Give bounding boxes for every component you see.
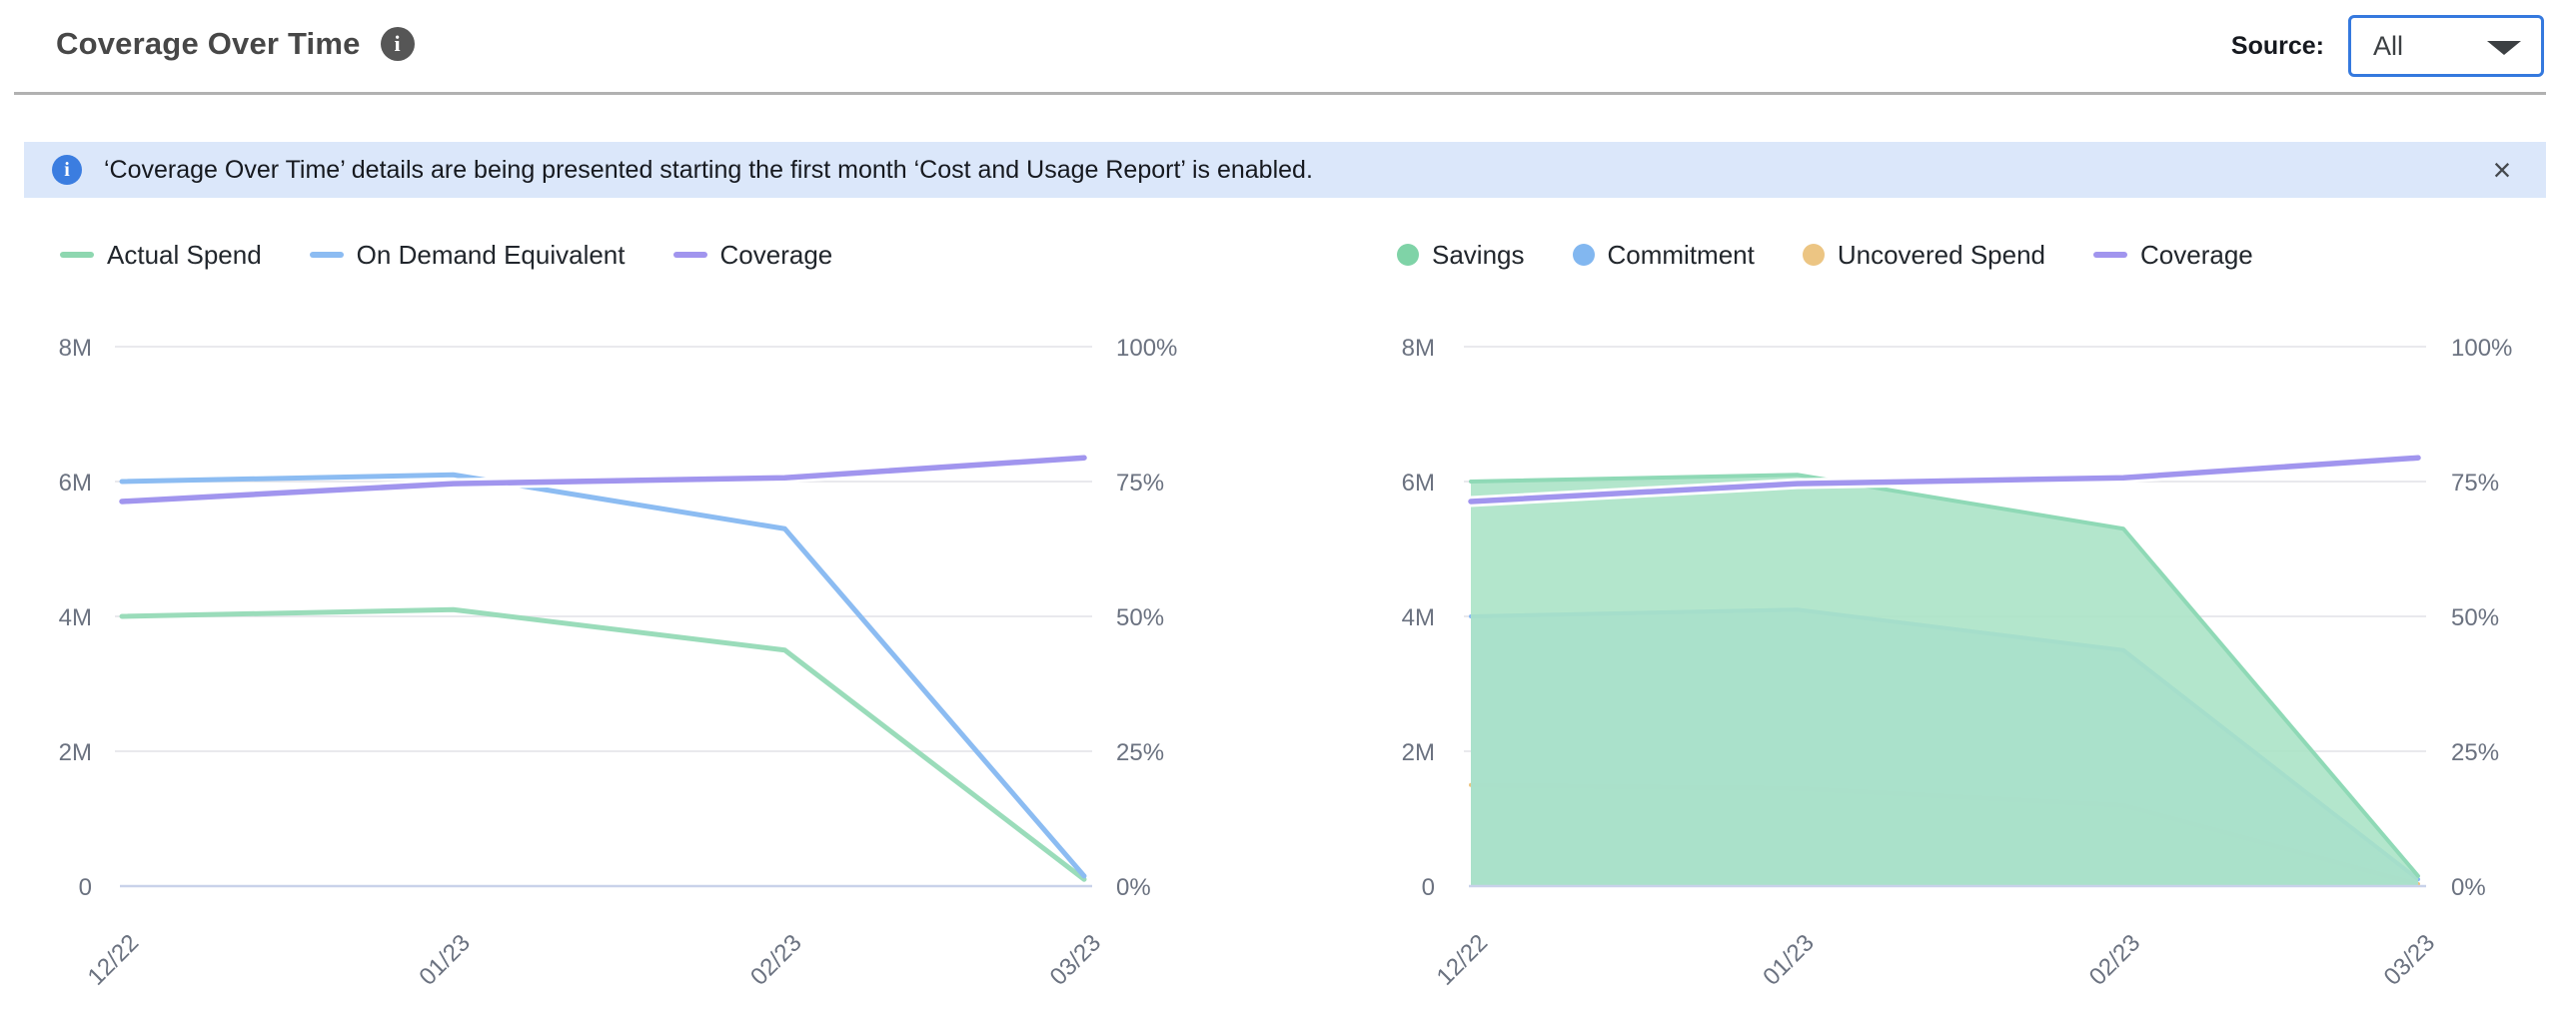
y-right-tick: 25% [1116,739,1164,766]
legend-label: Commitment [1607,239,1755,270]
y-left-tick: 6M [59,470,92,497]
x-tick: 01/23 [414,929,476,991]
x-tick: 02/23 [2084,929,2146,991]
legend-label: Actual Spend [107,239,262,270]
legend-item-commitment[interactable]: Commitment [1572,239,1755,271]
y-left-tick: 2M [59,739,92,766]
data-lines [1465,452,2424,508]
chart-coverage-lines: 8M 6M 4M 2M 0 100% 75% 50% 25% 0% 12/22 01/23 02/23 0… [59,335,1178,991]
gridlines [115,346,1092,752]
chevron-down-icon [2487,41,2521,55]
x-tick: 02/23 [745,929,807,991]
legend-item-coverage[interactable]: Coverage [2093,240,2253,271]
legend-right: Savings Commitment Uncovered Spend Coverage [1397,237,2253,273]
banner-info-icon: i [52,155,82,185]
page-title: Coverage Over Time [56,26,361,61]
y-right-tick: 0% [1116,874,1151,901]
legend-label: Coverage [719,239,833,270]
data-lines [116,452,1090,882]
area-savings [1471,475,2418,886]
source-control: Source: All [2231,0,2544,92]
y-left-tick: 4M [59,604,92,631]
legend-item-on-demand-equivalent[interactable]: On Demand Equivalent [309,239,626,271]
source-label: Source: [2230,31,2324,60]
x-tick: 12/22 [1432,929,1494,991]
x-tick: 01/23 [1758,929,1820,991]
header: Coverage Over Time i Source: All [0,0,2576,92]
title-row: Coverage Over Time i [56,26,415,62]
legend-item-coverage[interactable]: Coverage [672,239,833,271]
coverage-swatch-icon [672,252,707,258]
title-info-icon[interactable]: i [380,27,415,61]
info-banner: i ‘Coverage Over Time’ details are being… [24,142,2546,198]
stacked-areas [1469,473,2420,886]
y-left-tick: 8M [59,335,92,362]
source-dropdown[interactable]: All [2348,15,2544,77]
savings-swatch-icon [1397,244,1419,266]
legend-item-actual-spend[interactable]: Actual Spend [60,240,262,271]
y-left-tick: 6M [1402,470,1435,497]
series-line-coverage [1468,455,2421,505]
coverage-swatch-icon [2093,252,2127,258]
y-left-tick: 0 [79,874,92,901]
y-right-tick: 25% [2451,739,2499,766]
legend-label: Savings [1432,239,1525,270]
y-right-tick: 0% [2451,874,2486,901]
legend-label: On Demand Equivalent [356,239,626,270]
uncovered-spend-swatch-icon [1802,244,1825,266]
banner-text: ‘Coverage Over Time’ details are being p… [104,155,1313,184]
axis-labels: 8M 6M 4M 2M 0 100% 75% 50% 25% 0% 12/22 01/23 02/23 0… [59,335,1178,991]
legend-label: Uncovered Spend [1837,239,2045,270]
x-tick: 03/23 [1045,929,1107,991]
actual-spend-swatch-icon [60,252,94,258]
y-left-tick: 8M [1402,335,1435,362]
commitment-swatch-icon [1572,244,1595,266]
area-edge-savings [1469,473,2420,878]
header-divider [14,92,2546,95]
series-line-on-demand-equivalent [119,472,1087,879]
y-right-tick: 100% [2451,335,2512,362]
legend-item-uncovered-spend[interactable]: Uncovered Spend [1802,239,2045,271]
source-dropdown-value: All [2373,30,2404,61]
legend-item-savings[interactable]: Savings [1397,240,1525,271]
series-line-actual-spend [119,606,1087,882]
legend-label: Coverage [2140,239,2253,270]
y-right-tick: 50% [2451,604,2499,631]
chart-coverage-stacked-area: 8M 6M 4M 2M 0 100% 75% 50% 25% 0% 12/22 01/23 02/23 0… [1402,335,2513,991]
on-demand-equivalent-swatch-icon [309,252,344,258]
series-line-coverage [119,455,1087,505]
y-left-tick: 2M [1402,739,1435,766]
x-tick: 12/22 [83,929,145,991]
y-right-tick: 100% [1116,335,1177,362]
y-left-tick: 4M [1402,604,1435,631]
x-tick: 03/23 [2379,929,2441,991]
banner-close-icon[interactable]: × [2474,142,2530,198]
y-right-tick: 75% [1116,470,1164,497]
y-right-tick: 75% [2451,470,2499,497]
legend-left: Actual Spend On Demand Equivalent Coverage [60,237,832,273]
y-left-tick: 0 [1422,874,1435,901]
y-right-tick: 50% [1116,604,1164,631]
